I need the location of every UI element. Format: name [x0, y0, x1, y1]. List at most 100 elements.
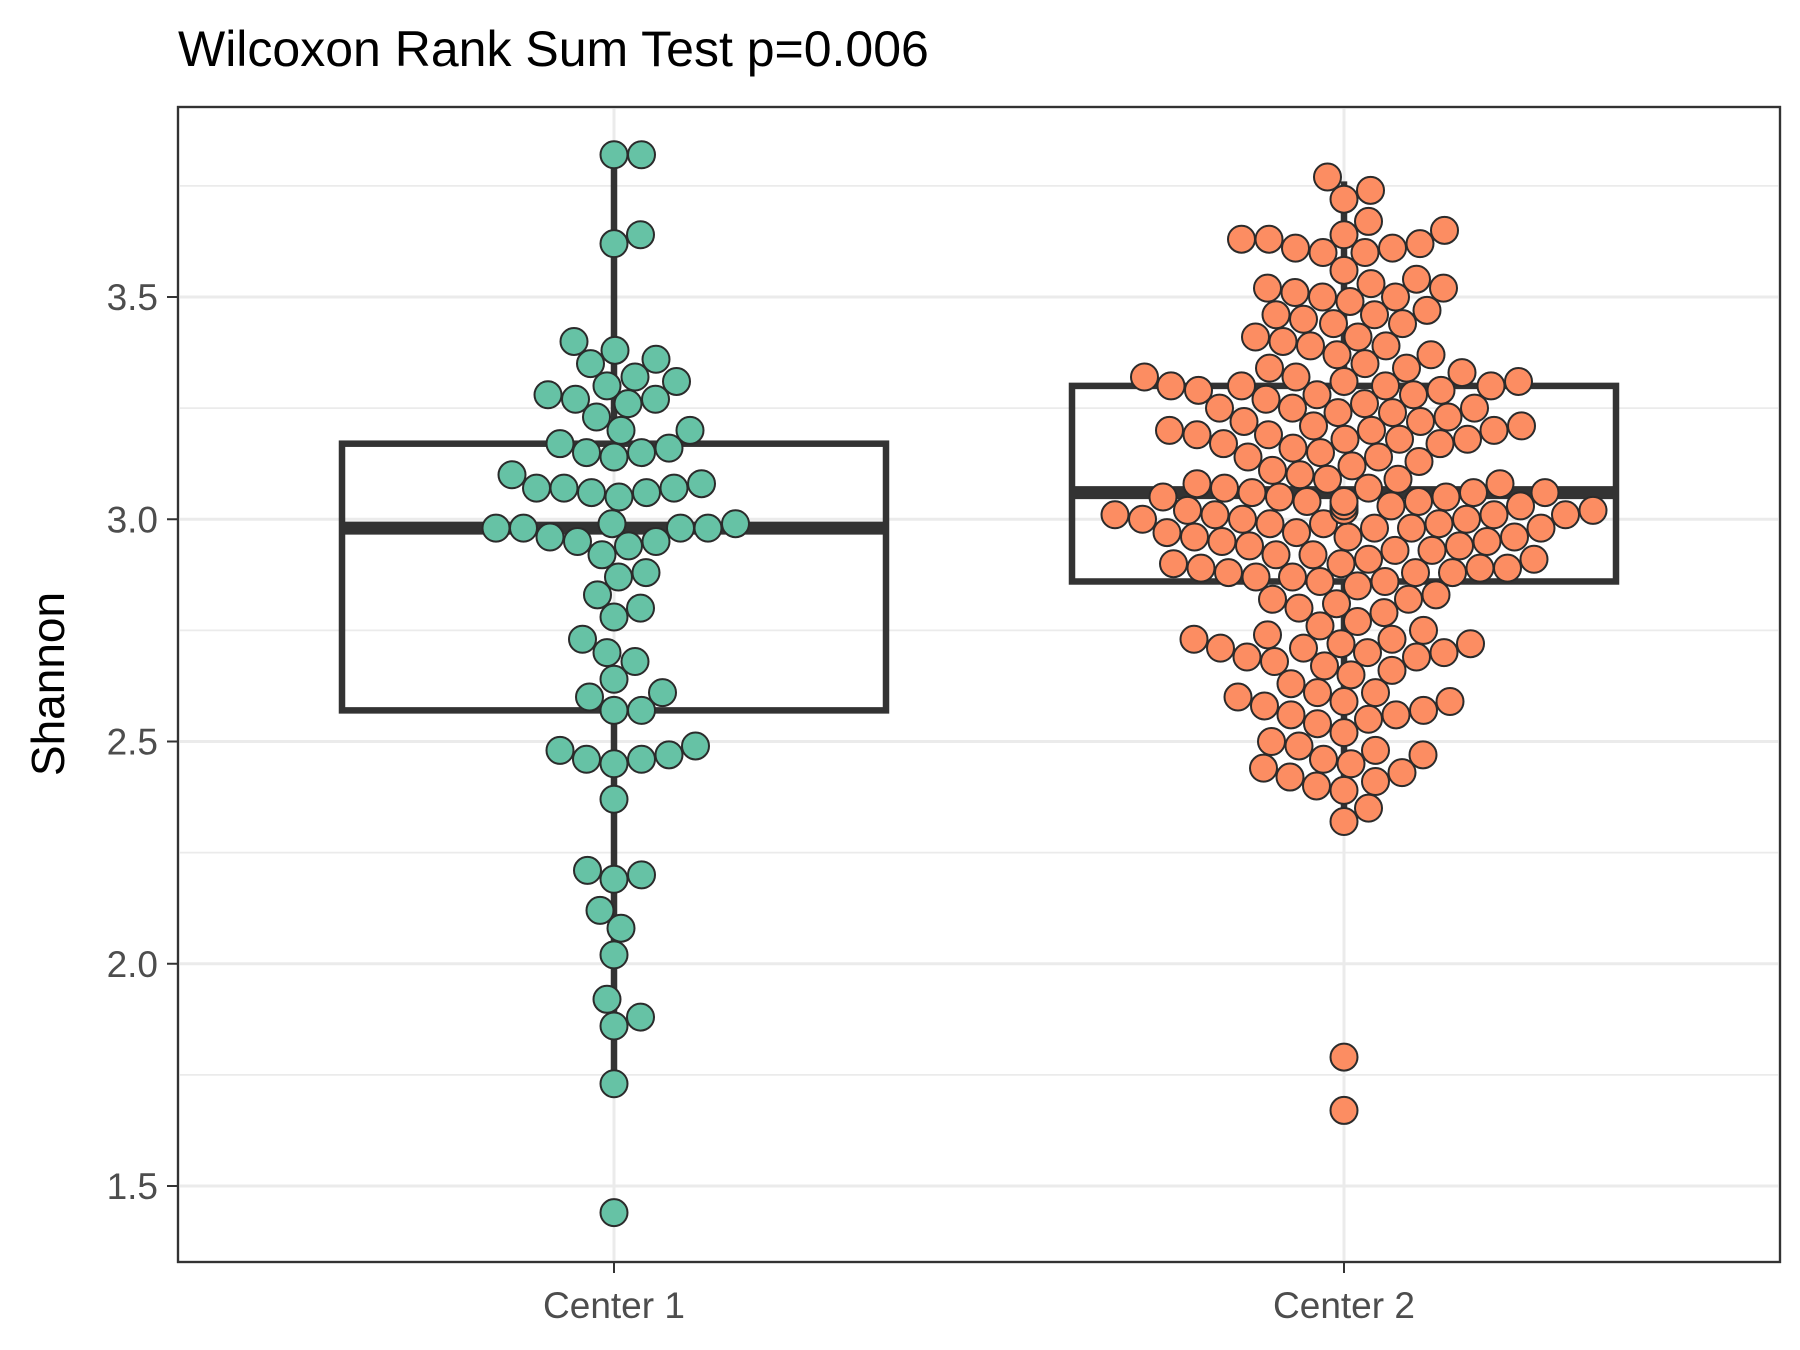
data-point	[1235, 531, 1264, 561]
data-point	[1250, 691, 1279, 721]
data-point	[1551, 500, 1580, 530]
data-point	[1214, 558, 1243, 588]
data-point	[599, 229, 629, 259]
data-point	[1397, 513, 1426, 543]
data-point	[1402, 264, 1431, 294]
data-point	[1308, 238, 1338, 268]
data-point	[1306, 438, 1335, 468]
data-points	[481, 140, 1608, 1228]
data-point	[1416, 340, 1446, 370]
data-point	[1361, 678, 1390, 708]
data-point	[648, 678, 677, 708]
y-tick-label: 2.0	[107, 944, 158, 985]
data-point	[620, 646, 650, 676]
data-point	[1206, 633, 1235, 663]
data-point	[1326, 629, 1356, 659]
data-point	[1207, 526, 1237, 556]
data-point	[1329, 1095, 1359, 1125]
data-point	[1360, 300, 1389, 330]
data-point	[1302, 771, 1331, 801]
data-point	[641, 526, 671, 556]
data-point	[522, 473, 551, 503]
data-point	[592, 638, 622, 668]
data-point	[631, 558, 661, 588]
data-point	[582, 402, 611, 432]
data-point	[1371, 331, 1401, 361]
data-point	[1343, 606, 1372, 636]
data-point	[1412, 295, 1442, 325]
data-point	[1308, 282, 1337, 312]
data-point	[1409, 615, 1438, 645]
data-point	[1519, 544, 1549, 574]
data-point	[1371, 371, 1400, 401]
data-point	[1360, 513, 1389, 543]
data-point	[1376, 491, 1406, 521]
data-point	[599, 140, 629, 170]
data-point	[627, 744, 656, 774]
data-point	[1173, 495, 1202, 525]
data-point	[1424, 509, 1454, 539]
data-point	[1459, 478, 1488, 508]
data-point	[533, 380, 563, 410]
data-point	[1254, 224, 1284, 254]
data-point	[1309, 509, 1338, 539]
data-point	[592, 371, 622, 401]
data-point	[1305, 566, 1335, 596]
data-point	[1361, 735, 1390, 765]
data-point	[1388, 309, 1417, 339]
data-point	[1100, 500, 1130, 530]
data-point	[1357, 415, 1386, 445]
data-point	[1425, 429, 1455, 459]
data-point	[1254, 420, 1283, 450]
data-point	[1159, 549, 1188, 579]
data-point	[1329, 718, 1359, 748]
data-point	[1310, 651, 1339, 681]
data-point	[1354, 704, 1383, 734]
y-tick-label: 1.5	[107, 1166, 158, 1207]
data-point	[1356, 269, 1386, 299]
data-point	[627, 860, 656, 890]
data-point	[1182, 469, 1212, 499]
data-point	[576, 349, 605, 379]
data-point	[1383, 464, 1413, 494]
data-point	[606, 913, 636, 943]
data-point	[599, 749, 629, 779]
data-point	[1278, 562, 1307, 592]
data-point	[1361, 767, 1390, 797]
data-point	[599, 442, 629, 472]
data-point	[1353, 638, 1382, 668]
data-point	[1460, 393, 1489, 423]
data-point	[1336, 660, 1366, 690]
data-point	[626, 1002, 655, 1032]
data-point	[1343, 322, 1373, 352]
data-point	[1255, 509, 1285, 539]
data-point	[1476, 371, 1506, 401]
data-point	[1329, 686, 1359, 716]
data-point	[1313, 162, 1342, 192]
data-point	[620, 362, 650, 392]
data-point	[1364, 442, 1393, 472]
data-point	[568, 624, 597, 654]
data-point	[1447, 358, 1477, 388]
data-point	[1354, 206, 1383, 236]
data-point	[1387, 758, 1417, 788]
data-point	[592, 984, 622, 1014]
data-point	[1258, 455, 1287, 485]
data-point	[641, 384, 670, 414]
data-point	[1506, 491, 1535, 521]
data-point	[641, 344, 671, 374]
data-point	[606, 415, 636, 445]
data-point	[1350, 349, 1380, 379]
y-tick-label: 3.0	[107, 499, 158, 540]
data-point	[1241, 322, 1270, 352]
data-point	[1404, 486, 1433, 516]
data-point	[572, 744, 601, 774]
data-point	[1378, 233, 1407, 263]
data-point	[1258, 584, 1287, 614]
data-point	[599, 784, 629, 814]
data-point	[614, 531, 643, 561]
data-point	[1335, 286, 1365, 316]
data-point	[1326, 549, 1356, 579]
data-point	[1430, 215, 1459, 245]
data-point	[1370, 566, 1400, 596]
